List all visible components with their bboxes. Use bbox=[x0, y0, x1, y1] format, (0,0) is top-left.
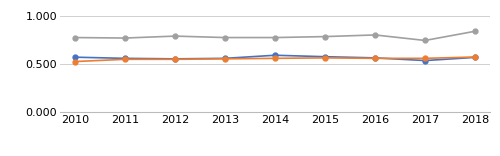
upper middle income bbox=[222, 37, 228, 39]
Low income bbox=[322, 56, 328, 58]
Line: upper middle income: upper middle income bbox=[72, 29, 477, 43]
Line: Low income: Low income bbox=[72, 53, 477, 63]
upper middle income bbox=[272, 37, 278, 39]
Low income bbox=[172, 58, 178, 60]
Line: Low middle income: Low middle income bbox=[72, 55, 477, 64]
upper middle income bbox=[472, 30, 478, 32]
Low middle income bbox=[72, 61, 78, 63]
Low income bbox=[122, 57, 128, 59]
Low middle income bbox=[172, 58, 178, 60]
Low middle income bbox=[472, 56, 478, 58]
Low middle income bbox=[222, 58, 228, 60]
Low middle income bbox=[322, 57, 328, 59]
Low middle income bbox=[422, 57, 428, 59]
Low income bbox=[422, 60, 428, 61]
Low income bbox=[472, 56, 478, 58]
Low middle income bbox=[122, 58, 128, 60]
Low income bbox=[222, 57, 228, 59]
upper middle income bbox=[172, 35, 178, 37]
Low income bbox=[272, 54, 278, 56]
upper middle income bbox=[372, 34, 378, 36]
upper middle income bbox=[122, 37, 128, 39]
Low middle income bbox=[272, 57, 278, 59]
upper middle income bbox=[422, 39, 428, 41]
Low middle income bbox=[372, 57, 378, 59]
Low income bbox=[72, 56, 78, 58]
upper middle income bbox=[72, 37, 78, 39]
upper middle income bbox=[322, 36, 328, 38]
Low income bbox=[372, 57, 378, 59]
